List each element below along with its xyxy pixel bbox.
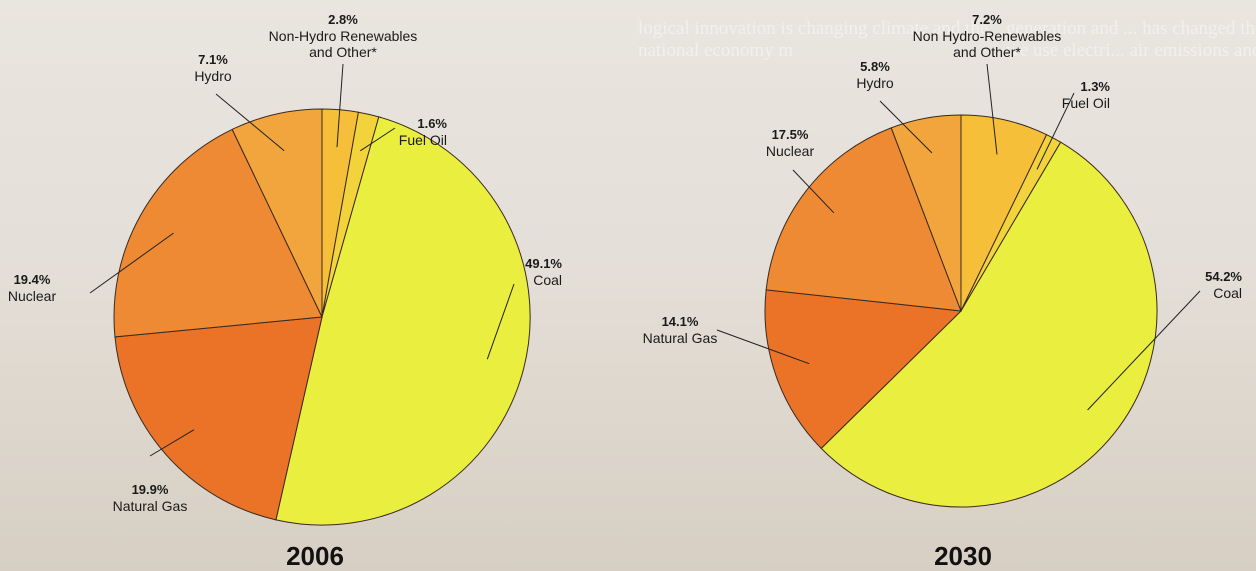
slice-nuclear bbox=[765, 127, 962, 312]
slice-name-label-renew-line1: Non-Hydro Renewables bbox=[269, 28, 418, 44]
slice-name-label-nuclear: Nuclear bbox=[8, 288, 57, 304]
slice-value-label-hydro: 7.1% bbox=[198, 52, 228, 67]
leader-line-nuclear bbox=[89, 232, 174, 294]
leader-line-coal bbox=[486, 283, 515, 360]
slice-coal bbox=[275, 116, 531, 526]
slice-value-label-nuclear: 17.5% bbox=[772, 127, 809, 142]
leader-line-hydro bbox=[879, 100, 933, 154]
leader-line-fuel bbox=[360, 127, 396, 152]
pie-chart-2006: 49.1%Coal 1.6%Fuel Oil 2.8%Non-Hydro Renew… bbox=[8, 12, 563, 571]
background-text-left: logical innovation is changing climate a… bbox=[638, 18, 989, 61]
pie-chart-2030: 54.2%Coal 1.3%Fuel Oil 7.2%Non Hydro-Renew… bbox=[643, 12, 1243, 571]
slice-value-label-nuclear: 19.4% bbox=[14, 272, 51, 287]
slice-value-label-renew: 7.2% bbox=[972, 12, 1002, 27]
chart-year-title: 2006 bbox=[286, 541, 344, 571]
slice-name-label-hydro: Hydro bbox=[856, 75, 894, 91]
slice-value-label-fuel: 1.6% bbox=[417, 116, 447, 131]
slice-hydro bbox=[231, 108, 323, 318]
leader-line-renew bbox=[986, 63, 998, 155]
slice-name-label-renew-line1: Non Hydro-Renewables bbox=[913, 28, 1062, 44]
slice-name-label-coal: Coal bbox=[1213, 285, 1242, 301]
slice-name-label-fuel: Fuel Oil bbox=[399, 132, 447, 148]
slice-coal bbox=[820, 141, 1158, 508]
slice-gas bbox=[764, 289, 963, 450]
leader-line-renew bbox=[336, 63, 344, 148]
slice-value-label-coal: 54.2% bbox=[1205, 269, 1242, 284]
chart-year-title: 2030 bbox=[934, 541, 992, 571]
slice-name-label-renew-line2: and Other* bbox=[953, 44, 1021, 60]
leader-line-fuel bbox=[1036, 92, 1075, 170]
slice-name-label-fuel: Fuel Oil bbox=[1062, 95, 1110, 111]
slice-name-label-hydro: Hydro bbox=[194, 68, 232, 84]
slice-value-label-coal: 49.1% bbox=[525, 256, 562, 271]
slice-name-label-gas: Natural Gas bbox=[643, 330, 718, 346]
leader-line-hydro bbox=[215, 93, 285, 152]
leader-line-gas bbox=[149, 429, 195, 457]
leader-line-coal bbox=[1087, 290, 1201, 411]
slice-name-label-nuclear: Nuclear bbox=[766, 143, 815, 159]
slice-nuclear bbox=[113, 128, 323, 338]
slice-value-label-renew: 2.8% bbox=[328, 12, 358, 27]
slice-value-label-fuel: 1.3% bbox=[1080, 79, 1110, 94]
slice-gas bbox=[114, 316, 323, 521]
slice-name-label-gas: Natural Gas bbox=[113, 498, 188, 514]
background-text-right: generation and ... has changed the ways … bbox=[1006, 18, 1256, 61]
slice-value-label-gas: 14.1% bbox=[662, 314, 699, 329]
slice-value-label-hydro: 5.8% bbox=[860, 59, 890, 74]
slice-name-label-renew-line2: and Other* bbox=[309, 44, 377, 60]
slice-name-label-coal: Coal bbox=[533, 272, 562, 288]
leader-line-gas bbox=[716, 329, 810, 365]
slice-hydro bbox=[890, 114, 962, 312]
leader-line-nuclear bbox=[792, 169, 835, 214]
slice-value-label-gas: 19.9% bbox=[132, 482, 169, 497]
